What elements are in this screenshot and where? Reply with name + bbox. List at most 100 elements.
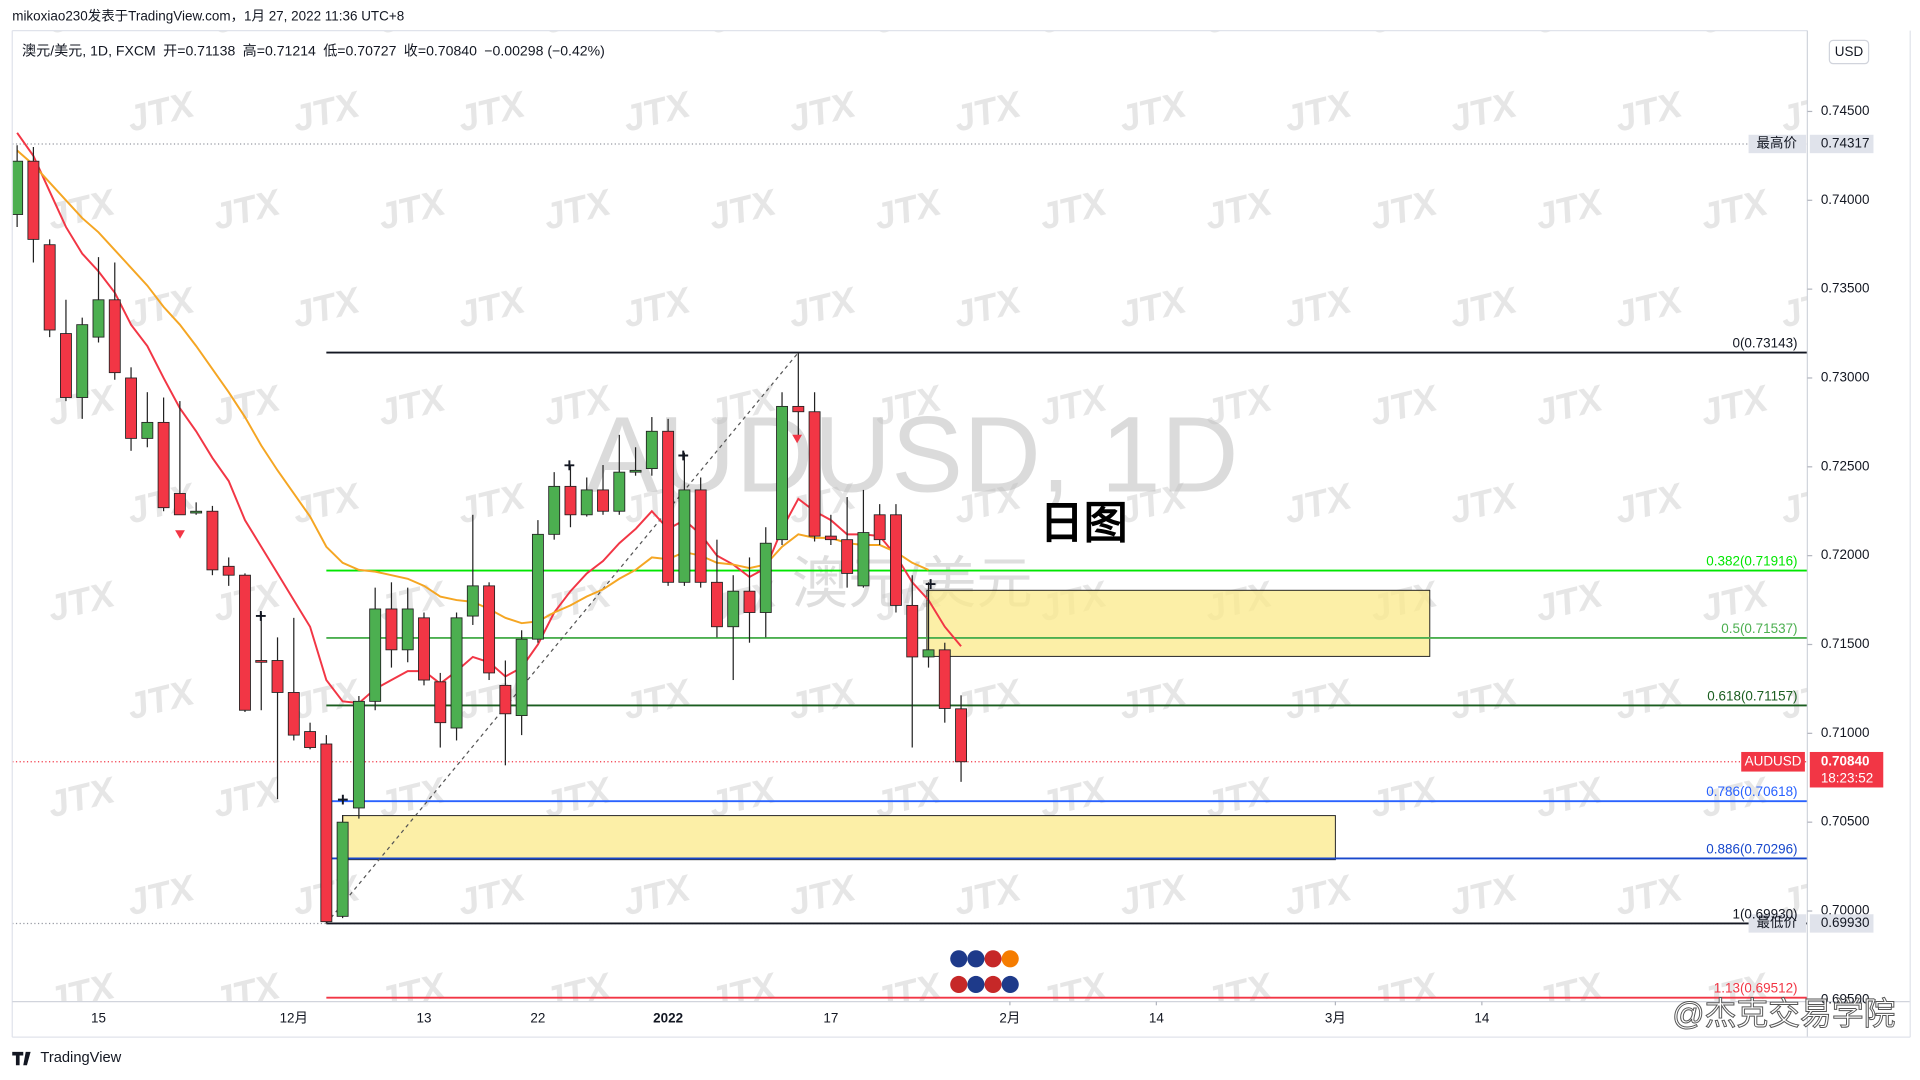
footer-logo-text: TradingView [40,1050,121,1066]
candle-body [157,421,170,509]
y-tick-label: 0.72500 [1821,458,1870,473]
candle-body [92,299,105,338]
fib-label: 0(0.73143) [1732,336,1797,351]
x-tick-label: 17 [823,1010,838,1025]
last-price-tag: 0.70840 [1821,753,1870,768]
candle-body [222,565,235,576]
candle-body [515,638,528,716]
candle-body [548,485,561,535]
candle-body [857,532,870,587]
legend: 澳元/美元, 1D, FXCM 开=0.71138 高=0.71214 低=0.707… [22,42,605,58]
candle-body [239,574,251,711]
y-tick-label: 0.71000 [1821,725,1870,740]
candle-body [352,700,365,809]
candle-body [401,608,414,651]
candle-body [824,535,837,541]
candle-body [320,743,333,923]
price-tag-bg [1809,134,1874,154]
fib-label: 0.382(0.71916) [1706,554,1797,569]
candle-body [629,469,642,473]
symbol-tag-bg [1741,751,1805,772]
candle-body [483,585,496,674]
candle-body [385,608,398,651]
candle-body [694,489,707,583]
symbol-tag: AUDUSD [1745,753,1802,768]
candle-body [662,430,675,583]
currency-button[interactable] [1828,39,1870,65]
candle-body [287,692,300,736]
candle-body [450,617,463,729]
watermark-title: AUDUSD, 1D [586,393,1239,514]
x-tick-label: 15 [91,1010,106,1025]
fib-label: 0.886(0.70296) [1706,841,1797,856]
annotation: 日图 [1040,499,1128,548]
price-tag-value: 0.74317 [1821,136,1870,151]
x-tick-label: 2月 [999,1010,1020,1025]
candle-body [906,604,919,658]
y-tick-label: 0.74500 [1821,103,1870,118]
y-tick-label: 0.74000 [1821,192,1870,207]
candle-body [206,510,219,571]
candle-body [564,485,577,516]
x-tick-label: 12月 [280,1010,308,1025]
candle-body [76,324,89,398]
candle-body [890,514,902,606]
y-tick-label: 0.73500 [1821,281,1870,296]
y-tick-label: 0.70500 [1821,814,1870,829]
candle-body [743,590,756,613]
candle-body [678,489,691,583]
currency[interactable]: USD [1835,44,1864,59]
candle-body [499,684,512,715]
candle-body [108,299,121,374]
ohlc-value: 0.70840 [426,42,477,58]
candle-body [759,542,772,613]
candle-body [841,539,854,574]
change: −0.00298 (−0.42%) [484,42,605,58]
y-tick-label: 0.70000 [1821,903,1870,918]
candle-body [418,617,430,681]
candle-body [12,160,24,215]
fib-trendline [325,352,799,924]
candle-body [304,731,317,748]
candle-body [531,533,544,640]
x-tick-label: 14 [1474,1010,1489,1025]
ohlc-label: 开= [163,42,185,58]
footer-logo: TradingView [12,1050,122,1066]
fib-label: 0.618(0.71157) [1707,688,1797,703]
ohlc-label: 收= [404,42,426,58]
last-price-tag-bg [1809,751,1884,788]
signal-marker [175,530,185,539]
axes: 0.69500 0.70000 0.70500 0.71000 0.71500 0.720… [91,103,1884,1025]
x-tick-label: 22 [530,1010,545,1025]
header: mikoxiao230发表于TradingView.com，1月 27, 202… [12,9,404,24]
candle-body [336,821,349,917]
x-tick-label: 3月 [1325,1010,1346,1025]
candle-body [792,405,805,413]
y-tick-label: 0.73000 [1821,370,1870,385]
candle-body [255,660,268,663]
price-tag-name: 最高价 [1757,135,1798,151]
event-icons [950,950,1019,994]
signal-marker [792,434,803,444]
candle-body [955,708,968,763]
candle-body [873,514,886,541]
candle-body [645,430,658,470]
ohlc-value: 0.71138 [185,42,235,58]
fib-label: 1.13(0.69512) [1714,981,1798,996]
candle-body [434,681,447,724]
candle-body [808,411,821,537]
candle-body [597,489,609,512]
candle-body [141,421,154,439]
price-tag-bg [1809,914,1874,933]
candle-body [613,471,626,512]
countdown: 18:23:52 [1821,770,1873,785]
zone [342,815,1336,861]
symbol: 澳元/美元, 1D, FXCM [22,42,156,58]
ohlc-label: 高= [243,42,265,58]
candle-body [580,489,593,516]
fib-label: 1(0.69930) [1732,906,1797,921]
candle-body [776,405,788,541]
